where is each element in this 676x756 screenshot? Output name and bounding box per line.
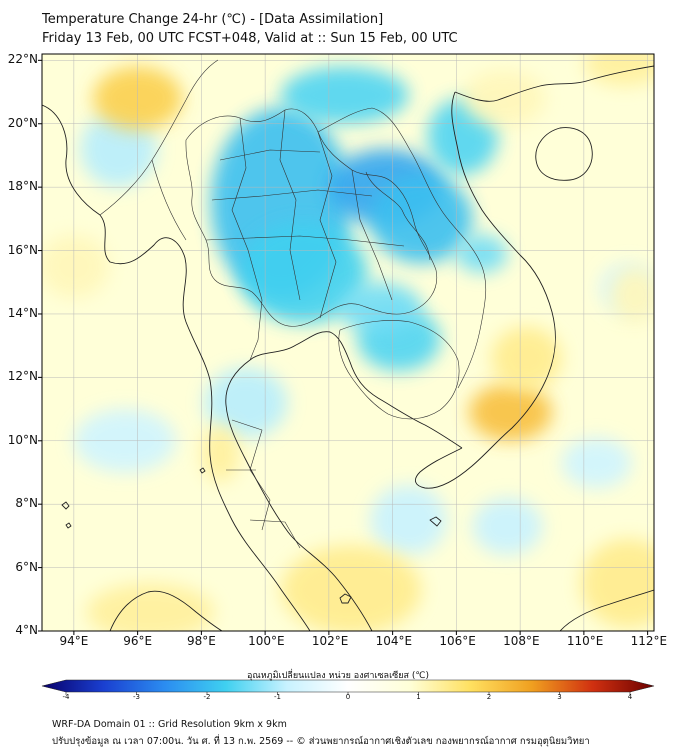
- graticule: [42, 54, 654, 631]
- colorbar-tick-label: -2: [203, 693, 211, 701]
- colorbar-tick-label: 2: [486, 693, 492, 701]
- warming-area: [580, 539, 654, 628]
- lon-tick-label: 94°E: [59, 634, 89, 648]
- temperature-field: [42, 54, 654, 631]
- cooling-area: [239, 222, 368, 324]
- map-frame: [41, 53, 655, 632]
- lat-tick-label: 4°N: [15, 623, 38, 637]
- lat-tick-label: 20°N: [7, 115, 38, 130]
- warming-area: [583, 54, 654, 86]
- colorbar-tick-label: 0: [345, 693, 351, 701]
- warming-area: [201, 424, 240, 482]
- lon-tick-label: 96°E: [123, 634, 153, 648]
- admin-borders: [99, 59, 487, 549]
- cooling-area: [561, 437, 632, 489]
- lat-tick-label: 16°N: [7, 242, 38, 257]
- colorbar-tick-label: -4: [62, 693, 70, 701]
- colorbar-tick-label: 1: [416, 693, 421, 701]
- lon-tick-label: 110°E: [566, 634, 604, 648]
- cooling-area: [204, 367, 288, 438]
- cooling-area: [370, 174, 473, 264]
- cooling-area: [370, 485, 447, 555]
- lon-tick-label: 108°E: [503, 634, 540, 648]
- lon-tick-label: 102°E: [311, 634, 349, 648]
- lat-tick-label: 6°N: [15, 559, 38, 574]
- warming-area: [609, 266, 654, 324]
- colorbar-tick-label: -3: [133, 693, 140, 701]
- lat-tick-label: 22°N: [7, 52, 38, 67]
- footer-grid-info: WRF-DA Domain 01 :: Grid Resolution 9km …: [52, 719, 287, 730]
- lon-tick-label: 106°E: [439, 634, 476, 648]
- lat-tick-label: 12°N: [7, 369, 38, 384]
- warming-area: [281, 545, 422, 631]
- colorbar-title: อุณหภูมิเปลี่ยนแปลง หน่วย องศาเซลเซียส (…: [246, 671, 430, 681]
- footer-credit: ปรับปรุงข้อมูล ณ เวลา 07:00น. วัน ศ. ที่…: [52, 736, 590, 747]
- lat-tick-label: 10°N: [7, 432, 38, 447]
- lon-tick-label: 98°E: [186, 634, 216, 648]
- axis-ticks: [38, 59, 649, 635]
- warming-area: [462, 69, 546, 127]
- colorbar: [41, 679, 655, 695]
- lat-tick-label: 14°N: [7, 305, 38, 320]
- colorbar-tick-label: 3: [557, 693, 562, 701]
- chart-title: Temperature Change 24-hr (℃) - [Data Ass…: [42, 12, 384, 27]
- warming-area: [469, 383, 552, 441]
- cooling-area: [472, 497, 543, 555]
- cooling-area: [281, 66, 409, 124]
- colorbar-tick-label: -1: [274, 693, 281, 701]
- lon-tick-label: 112°E: [630, 634, 668, 648]
- lat-tick-label: 8°N: [15, 496, 38, 511]
- lon-tick-label: 100°E: [248, 634, 285, 648]
- coastlines: [42, 65, 654, 631]
- lat-tick-label: 18°N: [7, 179, 38, 194]
- colorbar-tick-label: 4: [627, 693, 633, 701]
- cooling-area: [338, 282, 422, 333]
- warming-area: [86, 583, 215, 631]
- warming-area: [491, 326, 562, 391]
- lon-tick-label: 104°E: [375, 634, 413, 648]
- chart-subtitle: Friday 13 Feb, 00 UTC FCST+048, Valid at…: [42, 31, 458, 46]
